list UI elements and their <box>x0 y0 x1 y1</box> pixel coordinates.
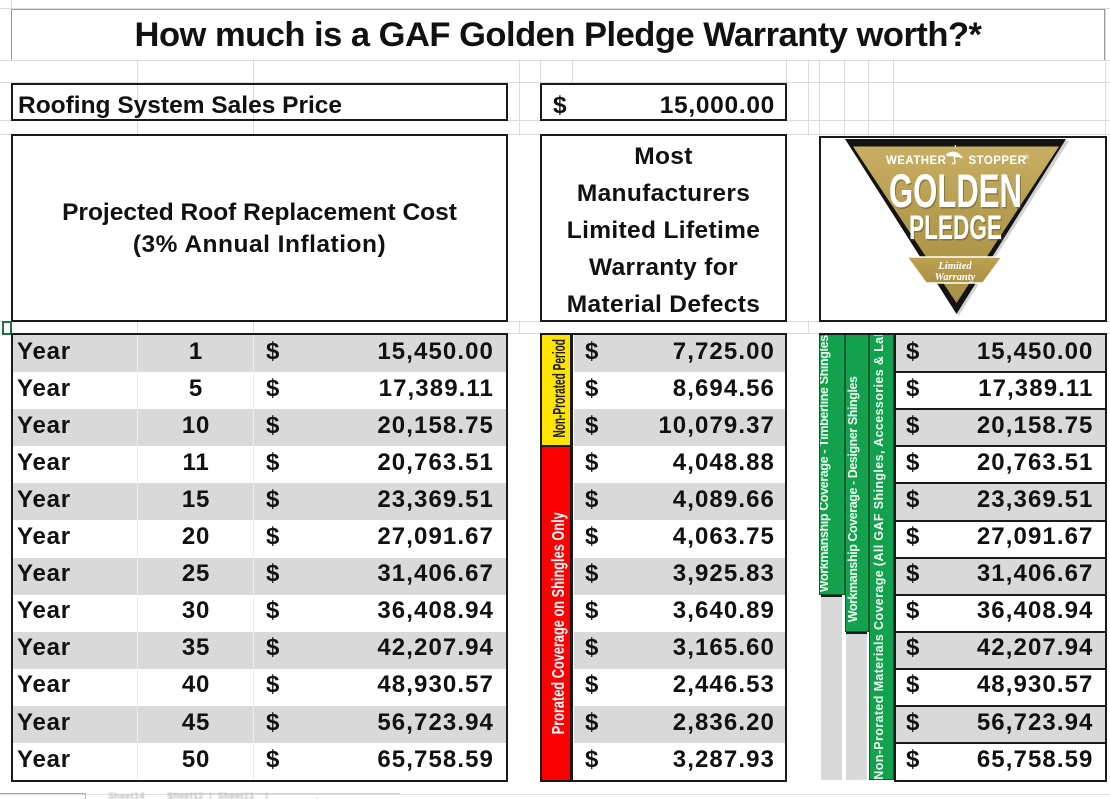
svg-text:®: ® <box>1024 153 1029 161</box>
svg-text:STOPPER: STOPPER <box>969 155 1027 167</box>
svg-text:PLEDGE: PLEDGE <box>910 210 1003 248</box>
svg-text:Non-Prorated Period: Non-Prorated Period <box>550 339 570 438</box>
svg-text:Limited: Limited <box>937 261 972 272</box>
svg-text:PLEDGE: PLEDGE <box>909 209 1002 247</box>
svg-text:Prorated Coverage on Shingles: Prorated Coverage on Shingles Only <box>549 512 569 734</box>
svg-text:GOLDEN: GOLDEN <box>890 165 1023 218</box>
svg-text:GOLDEN: GOLDEN <box>889 164 1022 217</box>
svg-text:WEATHER: WEATHER <box>886 155 947 167</box>
svg-text:Warranty: Warranty <box>935 272 976 283</box>
